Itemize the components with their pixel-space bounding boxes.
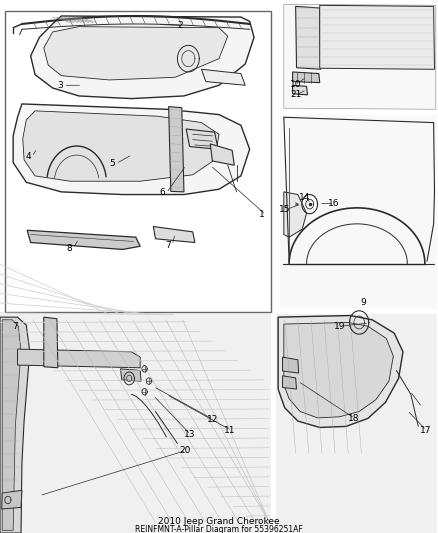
Polygon shape [23, 111, 219, 181]
Polygon shape [283, 357, 299, 373]
Text: 21: 21 [290, 91, 301, 99]
Text: 18: 18 [348, 414, 360, 423]
Polygon shape [293, 85, 307, 95]
Polygon shape [44, 27, 228, 80]
Polygon shape [284, 192, 307, 237]
Bar [0, 314, 271, 533]
Polygon shape [210, 144, 234, 165]
Polygon shape [284, 322, 393, 418]
Polygon shape [0, 317, 30, 533]
Text: 19: 19 [334, 322, 345, 330]
Polygon shape [284, 4, 436, 109]
Text: 3: 3 [57, 81, 63, 90]
Text: 10: 10 [290, 80, 301, 88]
Polygon shape [293, 72, 320, 83]
Text: REINFMNT-A-Pillar Diagram for 55396251AF: REINFMNT-A-Pillar Diagram for 55396251AF [135, 526, 303, 533]
Polygon shape [283, 376, 297, 389]
Polygon shape [153, 227, 195, 243]
Polygon shape [296, 6, 321, 69]
Text: 2010 Jeep Grand Cherokee: 2010 Jeep Grand Cherokee [158, 517, 280, 526]
Polygon shape [278, 316, 403, 427]
Polygon shape [2, 490, 22, 509]
Polygon shape [27, 230, 140, 249]
Text: 11: 11 [224, 426, 236, 434]
Text: 12: 12 [207, 415, 218, 424]
Text: 20: 20 [180, 446, 191, 455]
Text: 13: 13 [184, 430, 195, 439]
Text: 7: 7 [12, 322, 18, 330]
Text: 8: 8 [67, 244, 72, 253]
Text: 5: 5 [110, 159, 115, 168]
Polygon shape [201, 69, 245, 85]
Polygon shape [2, 320, 21, 530]
Text: 14: 14 [299, 193, 311, 201]
Bar [5, 11, 271, 312]
Polygon shape [169, 107, 184, 192]
Bar [280, 115, 437, 309]
Polygon shape [320, 5, 434, 69]
Text: 1: 1 [259, 211, 265, 219]
Polygon shape [18, 349, 140, 368]
Text: 7: 7 [166, 241, 171, 249]
Polygon shape [31, 16, 254, 99]
Bar [276, 314, 437, 533]
Text: 4: 4 [25, 152, 31, 161]
Text: 15: 15 [279, 205, 291, 214]
Polygon shape [13, 104, 250, 195]
Text: 6: 6 [160, 189, 166, 197]
Polygon shape [120, 369, 141, 381]
Polygon shape [186, 129, 218, 149]
Text: 9: 9 [360, 298, 366, 307]
Text: 2: 2 [177, 21, 183, 30]
Text: 16: 16 [328, 199, 339, 208]
Polygon shape [44, 317, 58, 368]
Text: 17: 17 [420, 426, 431, 434]
